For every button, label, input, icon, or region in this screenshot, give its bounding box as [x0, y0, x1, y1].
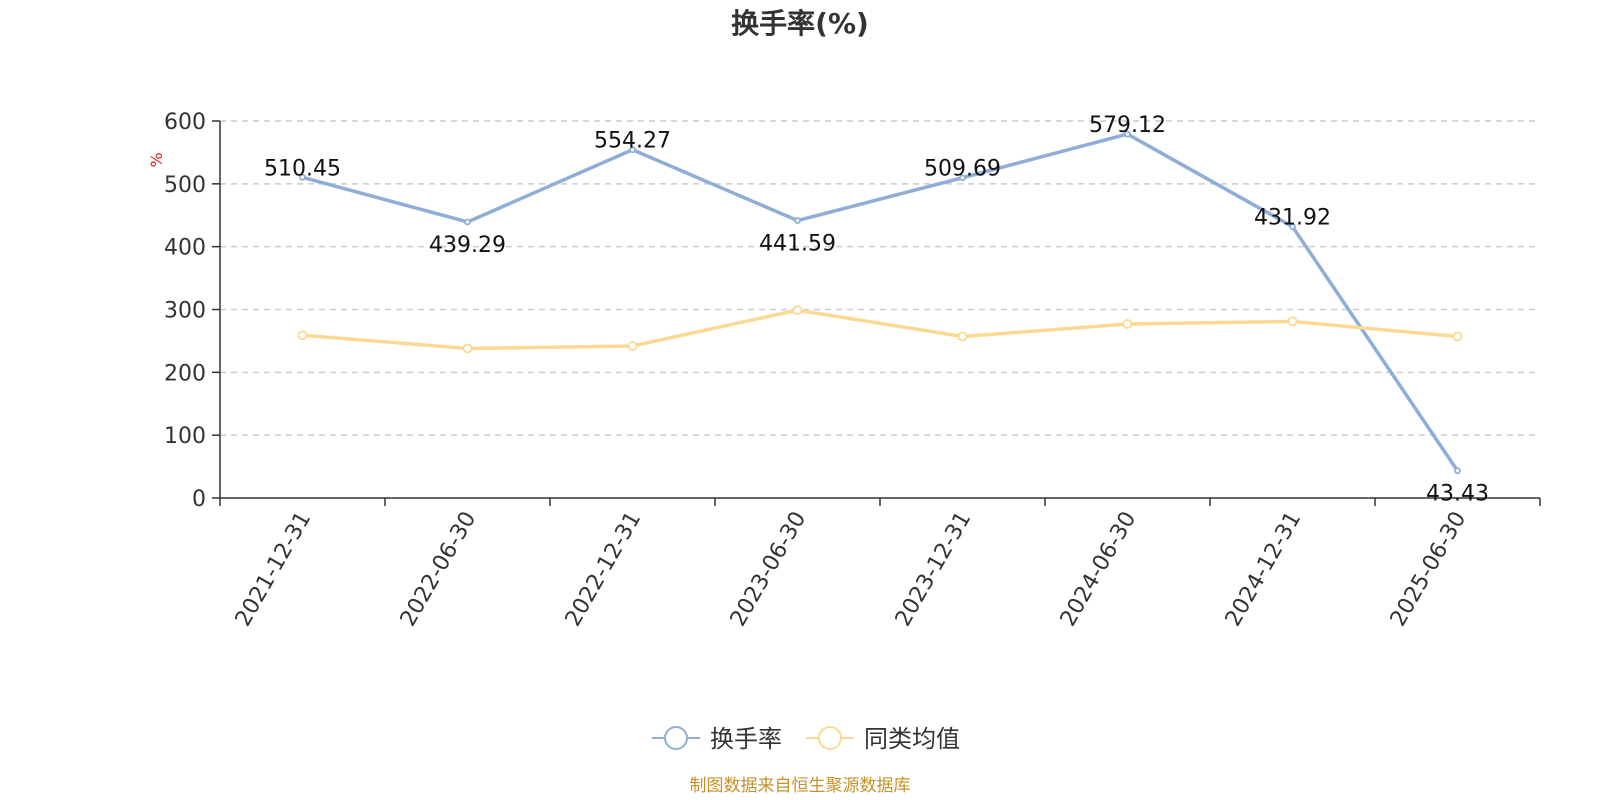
data-label: 431.92 [1254, 206, 1331, 231]
data-point [959, 174, 966, 182]
data-point [1454, 467, 1461, 475]
grid-lines [220, 120, 1540, 436]
data-label: 510.45 [264, 156, 341, 181]
legend-item-2[interactable]: 同类均值 [806, 725, 960, 753]
y-tick-label: 200 [164, 361, 206, 386]
y-tick-label: 100 [164, 424, 206, 449]
x-tick-label: 2022-12-31 [561, 508, 647, 631]
x-tick-label: 2022-06-30 [396, 508, 482, 631]
data-point [462, 343, 473, 354]
data-point [464, 218, 471, 226]
data-point [629, 146, 636, 154]
data-label: 579.12 [1089, 113, 1166, 138]
y-axis-label: % [147, 152, 166, 167]
data-point [1289, 223, 1296, 231]
legend[interactable]: 换手率 同类均值 [652, 725, 960, 753]
data-point [794, 217, 801, 224]
data-point [627, 341, 638, 351]
legend-label: 同类均值 [864, 725, 960, 753]
x-tick-label: 2025-06-30 [1386, 508, 1472, 631]
x-tick-label: 2024-06-30 [1056, 508, 1142, 631]
data-point [1287, 316, 1298, 327]
legend-label: 换手率 [710, 725, 782, 753]
data-point [1452, 331, 1463, 342]
series-line-1 [302, 132, 1459, 472]
series-line-2 [302, 308, 1458, 351]
y-tick-label: 500 [164, 173, 206, 198]
legend-item-1[interactable]: 换手率 [652, 725, 782, 753]
data-label: 441.59 [759, 232, 836, 257]
series-layer [297, 130, 1463, 475]
y-tick-label: 600 [164, 110, 206, 135]
y-tick-label: 0 [192, 487, 206, 512]
y-tick-label: 400 [164, 236, 206, 261]
legend-marker [818, 726, 842, 750]
data-point [792, 305, 803, 316]
chart-title: 换手率(%) [731, 7, 869, 40]
data-point [957, 331, 968, 342]
data-label: 509.69 [924, 157, 1001, 182]
data-point [1122, 319, 1133, 329]
data-label: 43.43 [1426, 482, 1489, 507]
data-label: 439.29 [429, 233, 506, 258]
legend-marker [664, 726, 688, 750]
data-point [1124, 130, 1131, 138]
source-note: 制图数据来自恒生聚源数据库 [690, 776, 911, 796]
x-tick-label: 2023-12-31 [891, 508, 977, 631]
x-tick-label: 2024-12-31 [1221, 508, 1307, 631]
y-tick-label: 300 [164, 299, 206, 324]
data-point [297, 330, 308, 341]
data-labels: 510.45 439.29 554.27 441.59 509.69 579.12 431.… [264, 113, 1489, 507]
data-label: 554.27 [594, 129, 671, 154]
axes: 0 100 200 300 400 500 600 2021-12-31 2022-06-30 2… [164, 110, 1541, 631]
x-tick-label: 2023-06-30 [726, 508, 812, 631]
x-tick-label: 2021-12-31 [231, 508, 317, 631]
data-point [299, 173, 306, 181]
